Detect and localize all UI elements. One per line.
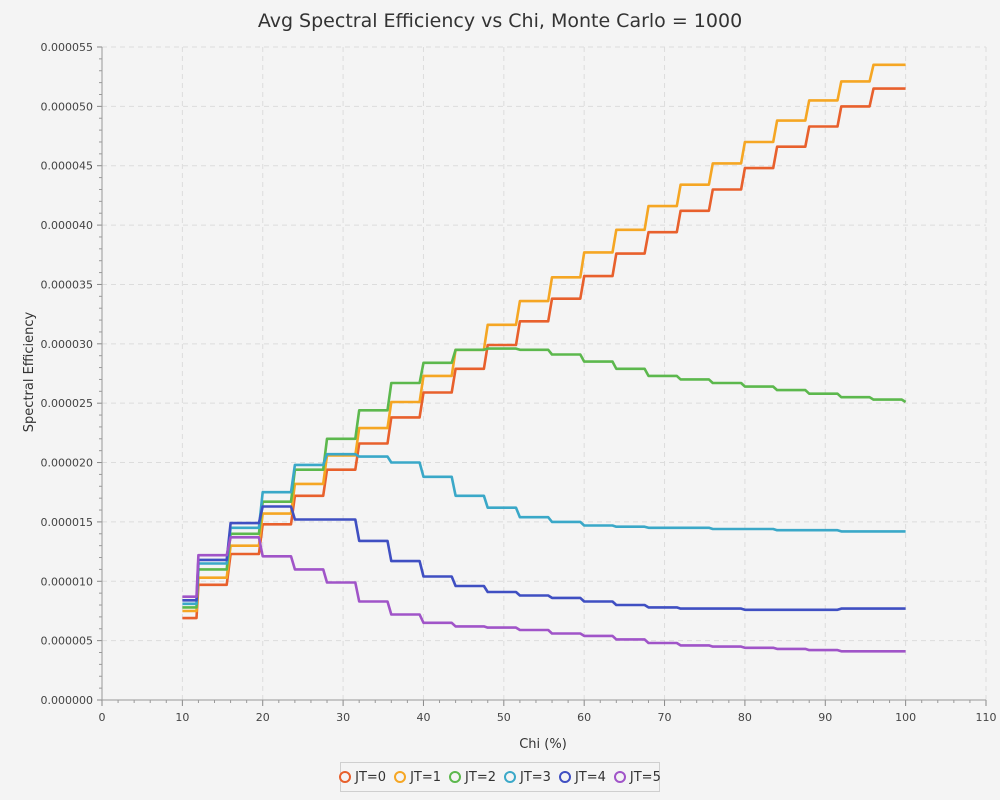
legend-item-jt-4[interactable]: JT=4 — [558, 769, 606, 785]
series-line-jt-4 — [182, 505, 906, 612]
x-axis-label: Chi (%) — [519, 737, 567, 752]
legend-swatch-icon — [613, 771, 626, 783]
legend-swatch-icon — [394, 771, 407, 783]
legend-swatch-icon — [339, 771, 352, 783]
legend-swatch-icon — [449, 771, 462, 783]
x-tick-label: 10 — [175, 711, 189, 724]
legend: JT=0 JT=1 JT=2 JT=3 JT=4 JT=5 — [339, 762, 661, 792]
legend-item-jt-5[interactable]: JT=5 — [613, 769, 661, 785]
series-line-jt-2 — [182, 347, 907, 609]
series-line-jt-0 — [182, 87, 906, 620]
x-tick-label: 70 — [658, 711, 672, 724]
x-tick-label: 60 — [577, 711, 591, 724]
y-tick-label: 0.000040 — [41, 219, 94, 232]
series-lines — [182, 63, 907, 653]
y-tick-label: 0.000015 — [41, 516, 94, 529]
y-tick-label: 0.000025 — [41, 397, 94, 410]
x-tick-label: 0 — [99, 711, 106, 724]
legend-label: JT=3 — [520, 769, 551, 785]
series-line-jt-5 — [182, 536, 906, 653]
x-tick-label: 40 — [416, 711, 430, 724]
legend-item-jt-2[interactable]: JT=2 — [449, 770, 496, 785]
legend-label: JT=2 — [465, 769, 496, 785]
series-line-jt-1 — [182, 63, 906, 613]
chart: Avg Spectral Efficiency vs Chi, Monte Ca… — [22, 10, 997, 752]
x-tick-label: 110 — [976, 711, 997, 724]
y-tick-label: 0.000030 — [41, 338, 94, 351]
x-tick-label: 80 — [738, 711, 752, 724]
x-tick-label: 100 — [895, 711, 916, 724]
x-tick-label: 90 — [818, 711, 832, 724]
axes: 0.000000 0.000005 0.000010 0.000015 0.000020… — [41, 41, 997, 724]
x-tick-label: 30 — [336, 711, 350, 724]
legend-swatch-icon — [504, 771, 516, 783]
y-tick-label: 0.000010 — [41, 575, 94, 588]
legend-label: JT=4 — [574, 769, 606, 785]
legend-item-jt-1[interactable]: JT=1 — [394, 770, 441, 785]
y-tick-label: 0.000055 — [41, 41, 94, 54]
y-axis-label: Spectral Efficiency — [22, 311, 37, 432]
legend-item-jt-0[interactable]: JT=0 — [339, 770, 386, 785]
y-tick-label: 0.000005 — [41, 635, 94, 648]
chart-title: Avg Spectral Efficiency vs Chi, Monte Ca… — [258, 10, 742, 32]
grid — [102, 46, 987, 700]
y-tick-label: 0.000020 — [41, 457, 94, 470]
legend-label: JT=1 — [410, 769, 442, 785]
y-tick-label: 0.000045 — [41, 160, 94, 173]
legend-item-jt-3[interactable]: JT=3 — [504, 770, 551, 785]
y-tick-label: 0.000000 — [41, 694, 94, 707]
series-line-jt-3 — [182, 452, 906, 606]
y-tick-label: 0.000035 — [41, 278, 94, 291]
x-tick-label: 20 — [256, 711, 270, 724]
legend-swatch-icon — [558, 771, 571, 783]
legend-label: JT=5 — [629, 769, 661, 785]
x-tick-label: 50 — [497, 711, 511, 724]
legend-label: JT=0 — [355, 769, 387, 785]
y-tick-label: 0.000050 — [41, 100, 94, 113]
